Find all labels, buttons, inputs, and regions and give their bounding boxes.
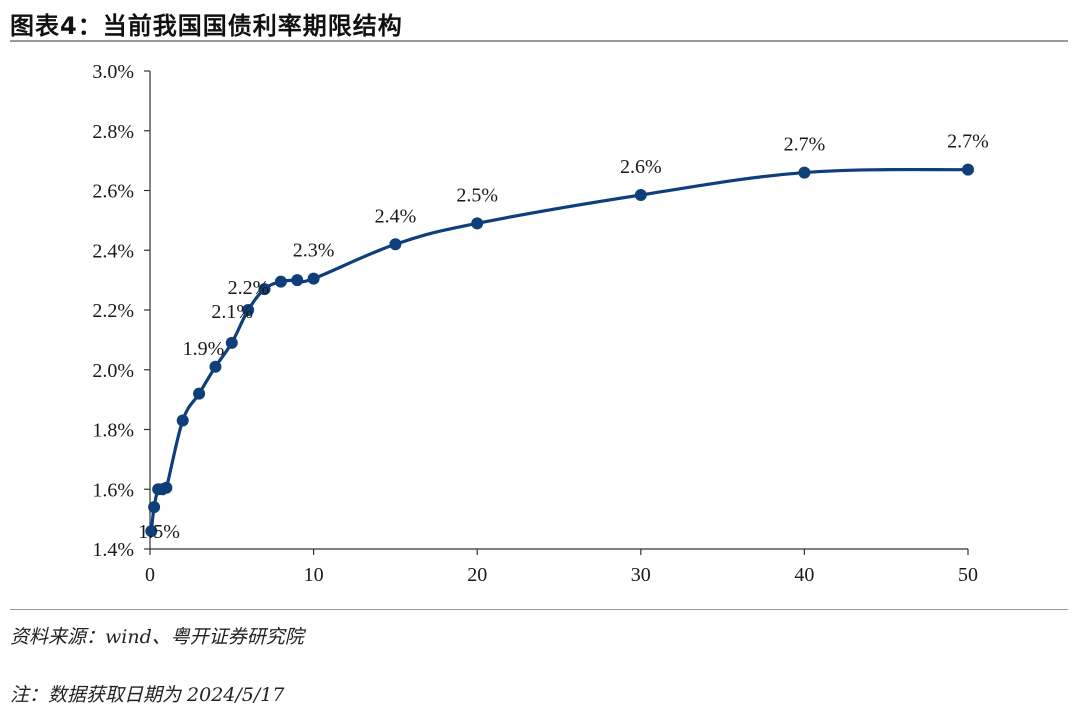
series-line-group xyxy=(149,167,970,533)
data-label: 2.6% xyxy=(620,156,662,178)
y-tick-label: 2.8% xyxy=(92,121,134,143)
y-tick-label: 2.0% xyxy=(92,360,134,382)
title-divider xyxy=(10,40,1068,42)
data-point xyxy=(145,525,158,538)
data-point xyxy=(242,304,255,316)
figure-title: 图表4：当前我国国债利率期限结构 xyxy=(10,12,403,40)
y-tick-label: 2.2% xyxy=(92,300,134,322)
source-divider xyxy=(10,609,1068,610)
y-tick-label: 2.6% xyxy=(92,181,134,203)
data-point xyxy=(160,481,173,494)
y-tick-label: 1.4% xyxy=(92,539,134,561)
x-tick-label: 40 xyxy=(794,564,814,586)
data-point xyxy=(274,275,287,288)
data-point xyxy=(148,501,161,514)
y-tick-label: 1.8% xyxy=(92,420,134,442)
series-line xyxy=(149,167,970,533)
data-label: 2.1% xyxy=(211,301,253,323)
data-label: 2.4% xyxy=(375,205,417,227)
data-point xyxy=(209,360,222,373)
data-point xyxy=(291,274,304,287)
data-point xyxy=(471,217,484,230)
x-axis-tick-labels: 0 10 20 30 40 50 xyxy=(145,564,978,586)
data-point xyxy=(225,336,238,349)
data-point xyxy=(307,272,320,285)
data-label: 2.3% xyxy=(293,240,335,262)
data-date-note: 注：数据获取日期为 2024/5/17 xyxy=(10,684,285,706)
chart-axes xyxy=(144,70,969,555)
data-point xyxy=(389,238,402,251)
data-label: 2.5% xyxy=(456,184,498,206)
data-point xyxy=(798,166,811,179)
x-tick-label: 10 xyxy=(304,564,324,586)
x-tick-label: 20 xyxy=(467,564,487,586)
data-point xyxy=(176,414,189,427)
y-tick-label: 1.6% xyxy=(92,479,134,501)
data-point xyxy=(258,283,271,296)
y-tick-label: 2.4% xyxy=(92,240,134,262)
data-labels-group: 1.5% 1.9% 2.1%2.2% 2.3% 2.4% 2.5% 2.6% 2.7% 2.7% xyxy=(138,131,989,544)
data-label: 1.5% xyxy=(138,521,180,543)
x-tick-label: 30 xyxy=(631,564,651,586)
source-note: 资料来源：wind、粤开证券研究院 xyxy=(10,626,304,648)
series-points-group xyxy=(145,163,974,538)
data-label: 2.2% xyxy=(228,277,270,299)
data-point xyxy=(193,387,206,400)
y-tick-label: 3.0% xyxy=(92,61,134,83)
y-axis-tick-labels: 1.4% 1.6% 1.8% 2.0% 2.2% 2.4% 2.6% 2.8% 3.0% xyxy=(92,61,134,561)
yield-curve-chart: 1.4% 1.6% 1.8% 2.0% 2.2% 2.4% 2.6% 2.8% 3.0% 0 10… xyxy=(92,61,989,586)
data-label: 2.7% xyxy=(947,131,989,153)
x-tick-label: 50 xyxy=(958,564,978,586)
data-label: 1.9% xyxy=(183,338,225,360)
data-point xyxy=(634,188,647,201)
x-tick-label: 0 xyxy=(145,564,155,586)
data-label: 2.7% xyxy=(784,134,826,156)
data-point xyxy=(962,163,974,176)
